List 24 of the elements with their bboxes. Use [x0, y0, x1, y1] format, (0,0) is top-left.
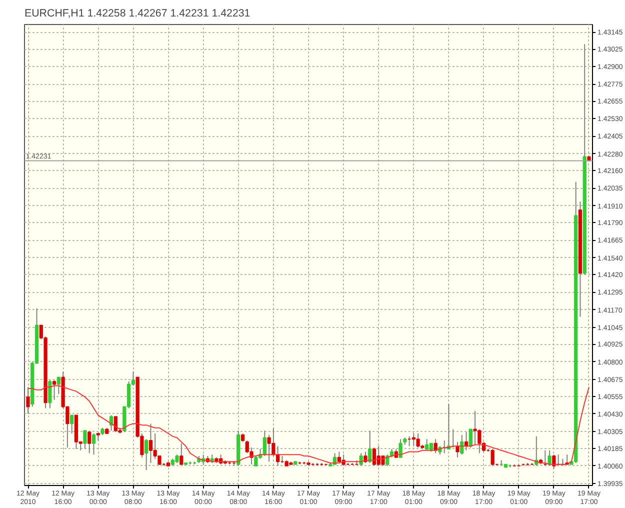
candlestick — [144, 438, 148, 471]
candlestick — [368, 430, 372, 464]
candlestick — [372, 447, 376, 466]
candlestick — [490, 448, 494, 466]
candlestick — [473, 410, 477, 446]
candlestick — [254, 455, 258, 466]
candlestick — [56, 376, 60, 395]
candlestick — [398, 438, 402, 458]
candlestick — [180, 442, 184, 465]
candlestick — [552, 454, 556, 470]
candlestick — [148, 423, 153, 464]
candlestick — [26, 386, 30, 414]
candlestick — [92, 432, 96, 456]
candlestick — [262, 430, 266, 456]
candlestick — [70, 414, 74, 434]
candlestick — [83, 430, 87, 450]
candlestick — [548, 450, 552, 466]
candlestick — [88, 430, 92, 454]
candlestick — [468, 428, 472, 448]
candlestick — [52, 380, 56, 400]
chart-title: EURCHF,H1 1.42258 1.42267 1.42231 1.42231 — [24, 8, 250, 20]
candlestick — [425, 438, 429, 451]
candlestick — [456, 441, 460, 458]
candlestick — [48, 380, 52, 409]
